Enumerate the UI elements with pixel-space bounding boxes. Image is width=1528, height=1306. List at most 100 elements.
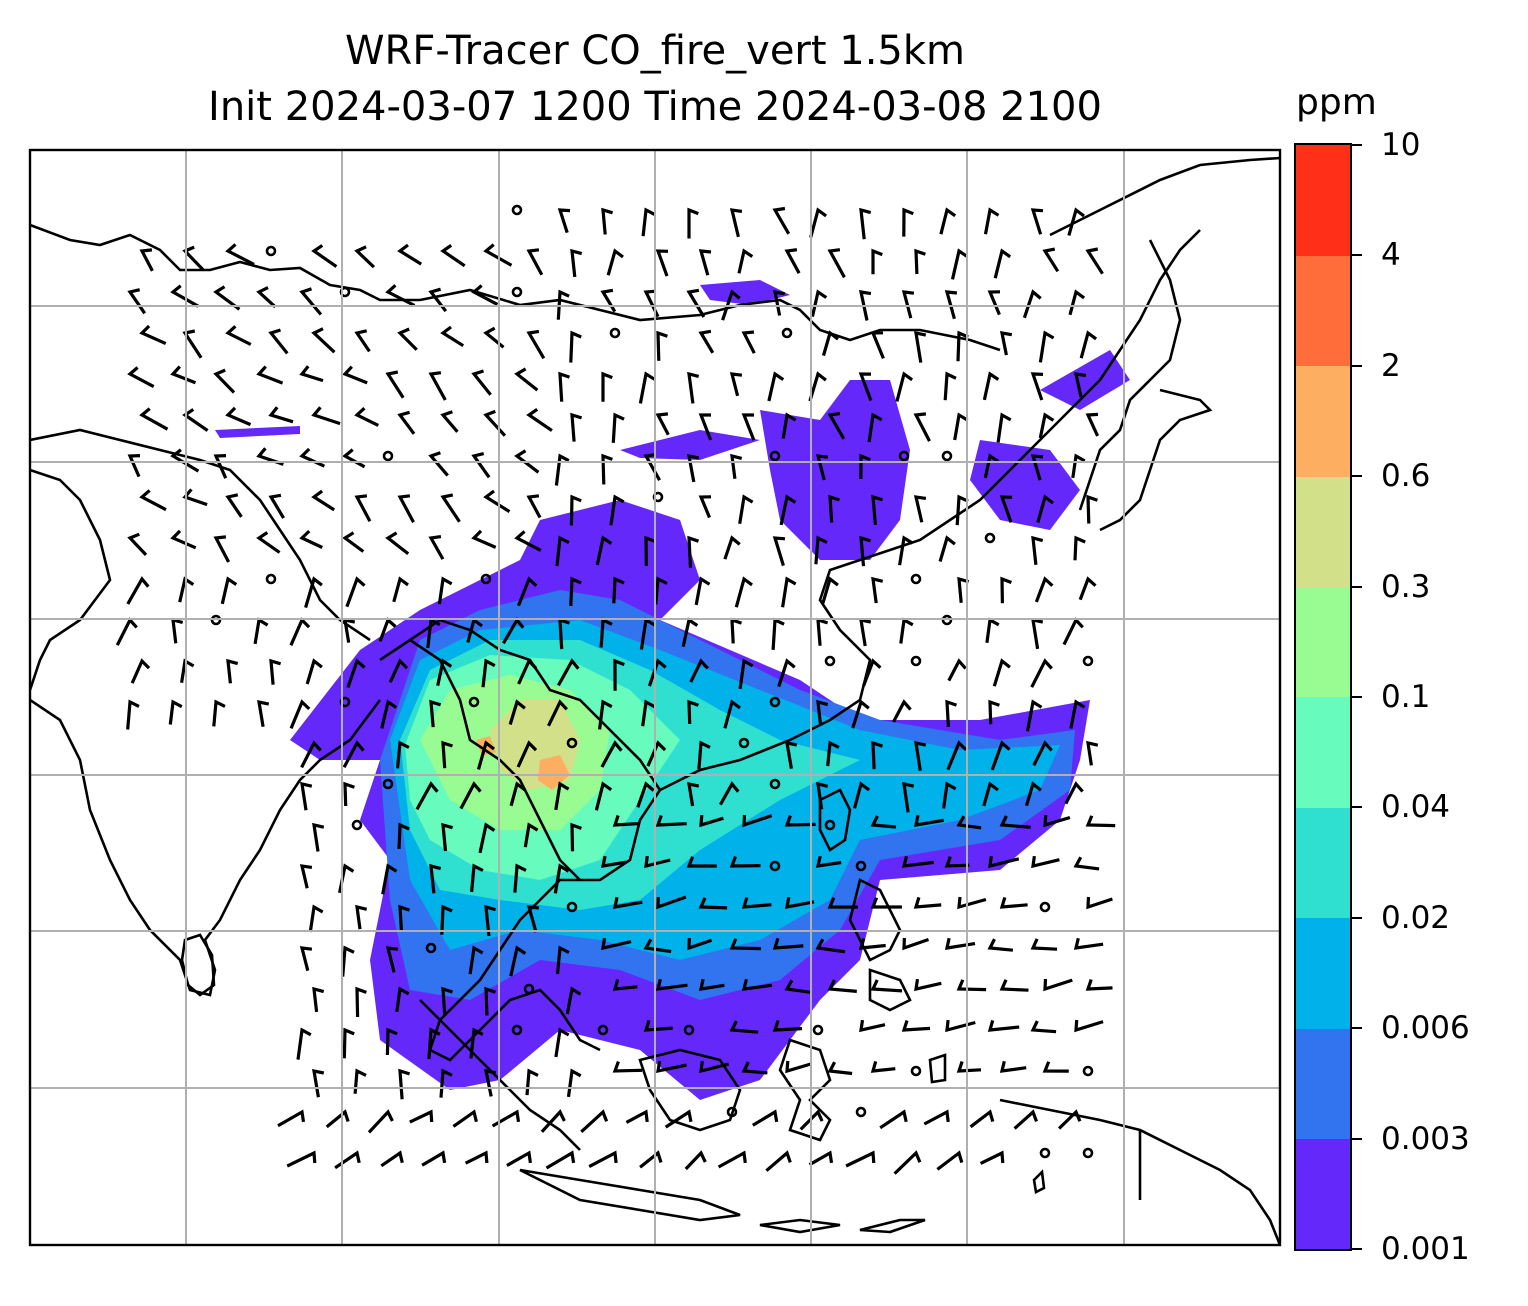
wind-barb bbox=[483, 489, 511, 513]
colorbar-tick-label: 0.1 bbox=[1381, 679, 1431, 715]
wind-barb bbox=[1024, 781, 1042, 807]
wind-barb bbox=[987, 290, 1001, 316]
wind-barb bbox=[815, 938, 846, 954]
wind-barb bbox=[816, 781, 829, 810]
wind-barb bbox=[299, 946, 313, 972]
wind-barb bbox=[953, 412, 969, 441]
wind-barb bbox=[256, 365, 284, 385]
wind-barb bbox=[1085, 978, 1113, 991]
coastline-islands bbox=[859, 1218, 926, 1234]
wind-barb bbox=[810, 289, 828, 317]
wind-barb bbox=[452, 1109, 478, 1128]
calm-wind-marker bbox=[597, 1024, 609, 1036]
wind-barb bbox=[738, 658, 754, 690]
wind-barb bbox=[814, 535, 828, 565]
wind-barb bbox=[827, 979, 857, 993]
colorbar-segment bbox=[1296, 807, 1350, 919]
wind-barb bbox=[1030, 454, 1044, 481]
wind-barb bbox=[784, 979, 811, 994]
calm-wind-marker bbox=[683, 1024, 695, 1036]
coastline-korea-japan bbox=[1099, 388, 1213, 532]
wind-barb bbox=[483, 326, 505, 349]
wind-barb bbox=[993, 248, 1012, 279]
wind-barb bbox=[699, 1060, 730, 1074]
wind-barb bbox=[1043, 814, 1071, 828]
wind-barb bbox=[428, 535, 445, 560]
wind-barb bbox=[397, 494, 415, 523]
wind-barb bbox=[213, 454, 228, 479]
wind-barb bbox=[509, 945, 527, 977]
wind-barb bbox=[859, 207, 872, 240]
calm-wind-marker bbox=[480, 573, 492, 585]
wind-barb bbox=[385, 946, 399, 973]
coastline-borneo-sumatra bbox=[638, 1048, 742, 1132]
wind-barb bbox=[483, 243, 513, 267]
wind-barb bbox=[859, 1019, 886, 1033]
wind-barb bbox=[901, 855, 934, 868]
wind-barb bbox=[225, 493, 243, 518]
wind-barb bbox=[268, 493, 285, 519]
wind-barb bbox=[990, 740, 1011, 771]
wind-barb bbox=[478, 822, 496, 854]
wind-barb bbox=[380, 699, 398, 729]
calm-wind-marker bbox=[726, 1106, 738, 1118]
wind-barb bbox=[1031, 855, 1060, 869]
wind-barb bbox=[516, 740, 538, 768]
wind-barb bbox=[346, 658, 366, 689]
calm-wind-marker bbox=[468, 696, 480, 708]
wind-barb bbox=[471, 452, 491, 479]
wind-barb bbox=[741, 330, 756, 354]
coastline-korea-japan bbox=[1078, 239, 1182, 511]
wind-barb bbox=[308, 904, 324, 933]
calm-wind-marker bbox=[425, 942, 437, 954]
wind-barb bbox=[1042, 1061, 1069, 1073]
colorbar-tick bbox=[1352, 475, 1362, 478]
wind-barb bbox=[139, 489, 167, 512]
wind-barb bbox=[656, 1060, 687, 1074]
wind-barb bbox=[1086, 494, 1098, 524]
wind-barb bbox=[956, 1061, 982, 1073]
wind-barb bbox=[299, 864, 313, 889]
coastline-india bbox=[30, 698, 382, 997]
wind-barb bbox=[526, 407, 553, 432]
wind-barb bbox=[687, 207, 699, 239]
wind-barb bbox=[914, 330, 927, 363]
wind-barb bbox=[699, 814, 724, 828]
wind-barb bbox=[440, 904, 453, 935]
wind-barb bbox=[392, 576, 409, 603]
wind-barb bbox=[468, 945, 484, 975]
calm-wind-marker bbox=[769, 778, 781, 790]
coastline-mainland-asia bbox=[659, 229, 1201, 792]
wind-barb bbox=[1086, 740, 1099, 766]
wind-barb bbox=[385, 1027, 398, 1056]
wind-barb bbox=[784, 248, 801, 274]
wind-barb bbox=[213, 285, 241, 311]
wind-barb bbox=[785, 740, 798, 769]
wind-barb bbox=[689, 658, 709, 683]
colorbar-tick bbox=[1352, 364, 1362, 367]
calm-wind-marker bbox=[769, 450, 781, 462]
wind-barb bbox=[901, 290, 915, 319]
wind-barb bbox=[381, 863, 398, 895]
wind-barb bbox=[821, 576, 839, 604]
wind-barb bbox=[471, 529, 497, 549]
wind-barb bbox=[170, 448, 200, 473]
calm-wind-marker bbox=[265, 573, 277, 585]
coastline-new-guinea bbox=[999, 1098, 1280, 1245]
calm-wind-marker bbox=[941, 450, 953, 462]
wind-barb bbox=[558, 371, 570, 402]
wind-barb bbox=[289, 699, 311, 730]
wind-barb bbox=[409, 1109, 434, 1124]
calm-wind-marker bbox=[609, 327, 621, 339]
wind-barb bbox=[785, 1060, 812, 1074]
wind-barb bbox=[342, 448, 366, 469]
wind-barbs bbox=[115, 206, 1116, 1175]
wind-barb bbox=[268, 406, 294, 424]
wind-barb bbox=[1013, 1109, 1038, 1130]
wind-barb bbox=[827, 411, 846, 440]
coastline-philippines bbox=[868, 968, 912, 1012]
wind-barb bbox=[168, 699, 183, 725]
wind-barb bbox=[1034, 576, 1054, 603]
calm-wind-marker bbox=[382, 778, 394, 790]
wind-barb bbox=[225, 325, 252, 346]
